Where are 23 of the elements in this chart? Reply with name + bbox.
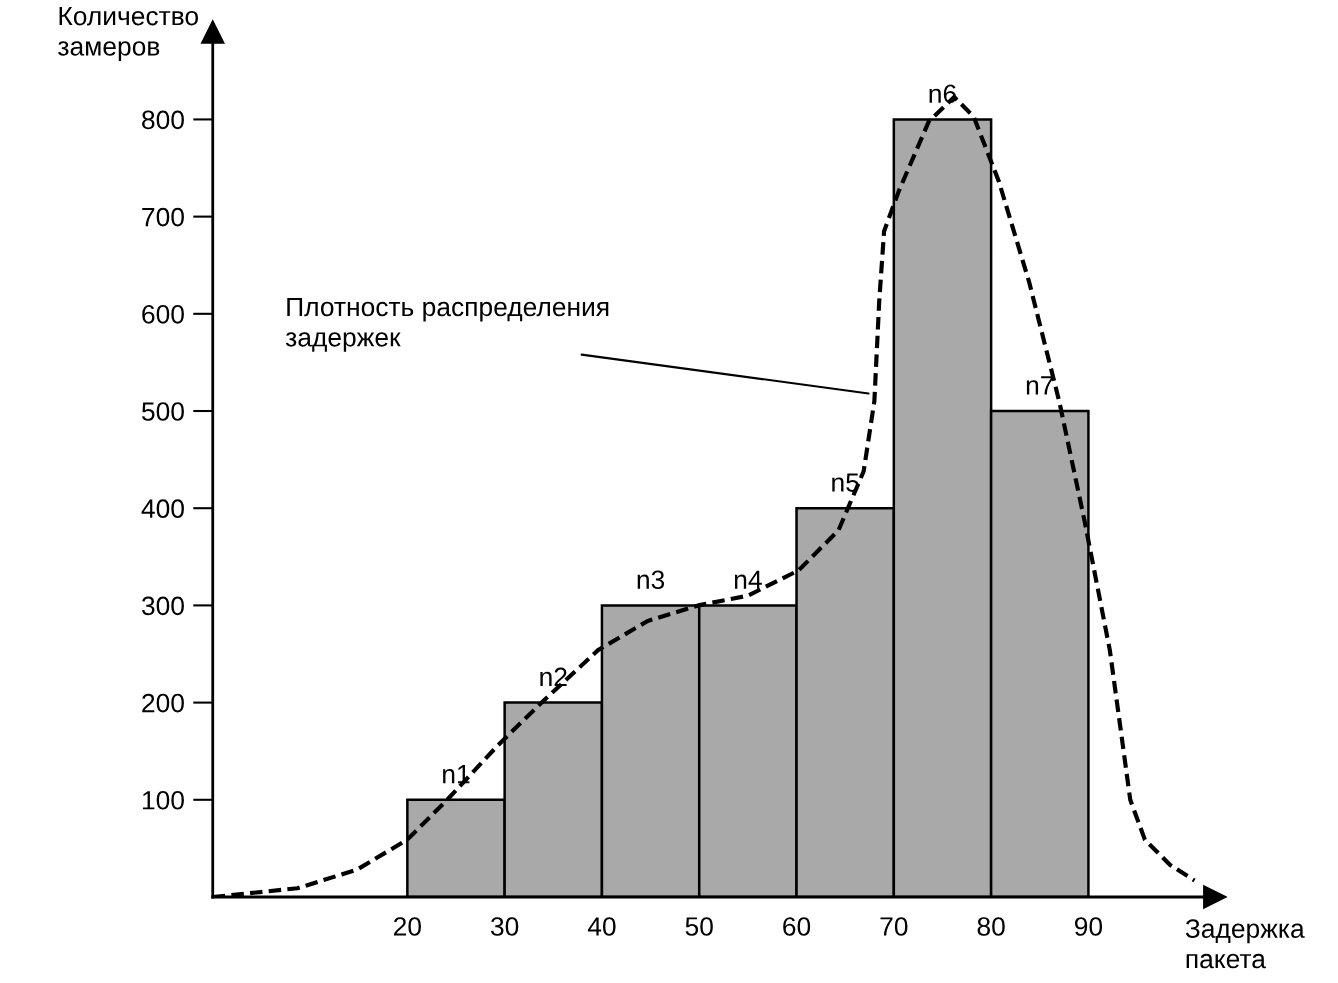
y-tick-label: 800 bbox=[142, 110, 184, 130]
y-tick-label: 600 bbox=[142, 304, 184, 324]
x-tick-label: 30 bbox=[490, 917, 519, 936]
x-tick-label: 40 bbox=[587, 917, 616, 936]
annotation: Плотность распределения задержек bbox=[285, 297, 609, 352]
y-tick-label: 500 bbox=[142, 402, 184, 421]
y-axis-title: Количество замеров bbox=[58, 6, 198, 61]
annotation: n4 bbox=[734, 570, 762, 589]
annotation: n7 bbox=[1026, 376, 1054, 395]
x-tick-label: 70 bbox=[880, 917, 908, 936]
x-tick-label: 80 bbox=[977, 917, 1005, 936]
x-tick-label: 60 bbox=[783, 917, 811, 936]
annotation: n3 bbox=[637, 570, 665, 590]
y-tick-label: 300 bbox=[141, 596, 184, 616]
y-tick-label: 700 bbox=[142, 207, 184, 227]
annotation: n2 bbox=[540, 667, 567, 687]
y-tick-label: 200 bbox=[142, 693, 184, 713]
x-tick-label: 20 bbox=[393, 917, 421, 936]
y-tick-label: 400 bbox=[141, 499, 184, 519]
y-tick-label: 100 bbox=[142, 790, 184, 810]
x-tick-label: 90 bbox=[1074, 917, 1103, 936]
x-tick-label: 50 bbox=[685, 917, 713, 936]
x-axis-title: Задержка пакета bbox=[1185, 919, 1305, 969]
